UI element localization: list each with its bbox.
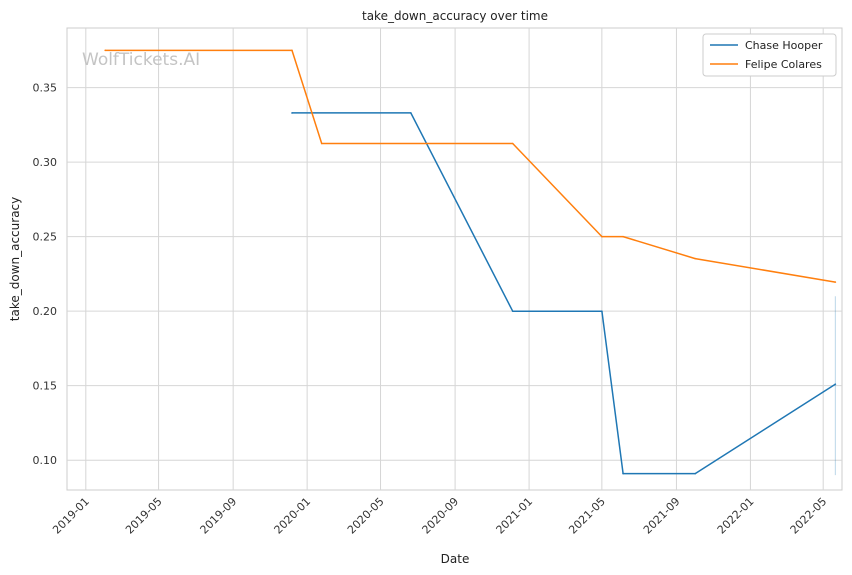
- data-point-chase-hooper: [601, 310, 603, 312]
- y-tick-label: 0.35: [33, 82, 58, 95]
- x-tick-label: 2019-05: [123, 495, 165, 537]
- x-tick-label: 2022-05: [788, 495, 830, 537]
- series-layer: [104, 49, 837, 476]
- x-tick-label: 2020-09: [420, 495, 462, 537]
- chart-title: take_down_accuracy over time: [362, 9, 548, 23]
- y-tick-label: 0.10: [33, 454, 58, 467]
- data-point-felipe-colares: [320, 142, 323, 145]
- data-point-chase-hooper: [410, 112, 412, 114]
- plot-area: [66, 27, 843, 491]
- x-tick-label: 2021-01: [494, 495, 536, 537]
- watermark: WolfTickets.AI: [82, 50, 200, 70]
- data-point-felipe-colares: [104, 49, 107, 52]
- legend: Chase Hooper Felipe Colares: [702, 33, 837, 77]
- y-tick-label: 0.15: [33, 380, 58, 393]
- x-tick-label: 2019-01: [50, 495, 92, 537]
- data-point-chase-hooper: [511, 310, 514, 312]
- x-axis-label: Date: [441, 552, 470, 566]
- x-tick-label: 2020-01: [272, 495, 314, 537]
- x-tick-label: 2020-05: [345, 495, 387, 537]
- x-axis-ticks: 2019-01 2019-05 2019-09 2020-01 2020-05 2020-…: [50, 495, 829, 537]
- data-point-felipe-colares: [694, 257, 697, 260]
- series-line-felipe-colares: [105, 49, 836, 283]
- data-point-felipe-colares: [601, 235, 603, 238]
- data-point-felipe-colares: [511, 142, 514, 145]
- legend-label-chase-hooper: Chase Hooper: [745, 39, 823, 52]
- y-tick-label: 0.30: [33, 156, 58, 169]
- x-tick-label: 2021-05: [566, 495, 608, 537]
- data-point-felipe-colares: [622, 235, 624, 238]
- data-point-felipe-colares: [291, 49, 293, 52]
- data-point-felipe-colares: [834, 281, 837, 283]
- x-tick-label: 2021-09: [641, 495, 683, 537]
- y-tick-label: 0.20: [33, 305, 58, 318]
- data-point-chase-hooper: [291, 112, 293, 114]
- legend-label-felipe-colares: Felipe Colares: [745, 58, 822, 71]
- data-point-chase-hooper: [834, 383, 837, 385]
- data-point-chase-hooper: [622, 472, 624, 475]
- y-gridlines: [67, 87, 842, 461]
- y-tick-label: 0.25: [33, 231, 58, 244]
- data-point-chase-hooper: [694, 472, 697, 475]
- x-tick-label: 2022-01: [715, 495, 757, 537]
- y-axis-label: take_down_accuracy: [8, 197, 22, 321]
- y-axis-ticks: 0.10 0.15 0.20 0.25 0.30 0.35: [33, 82, 58, 468]
- x-gridlines: [85, 28, 824, 490]
- x-tick-label: 2019-09: [198, 495, 240, 537]
